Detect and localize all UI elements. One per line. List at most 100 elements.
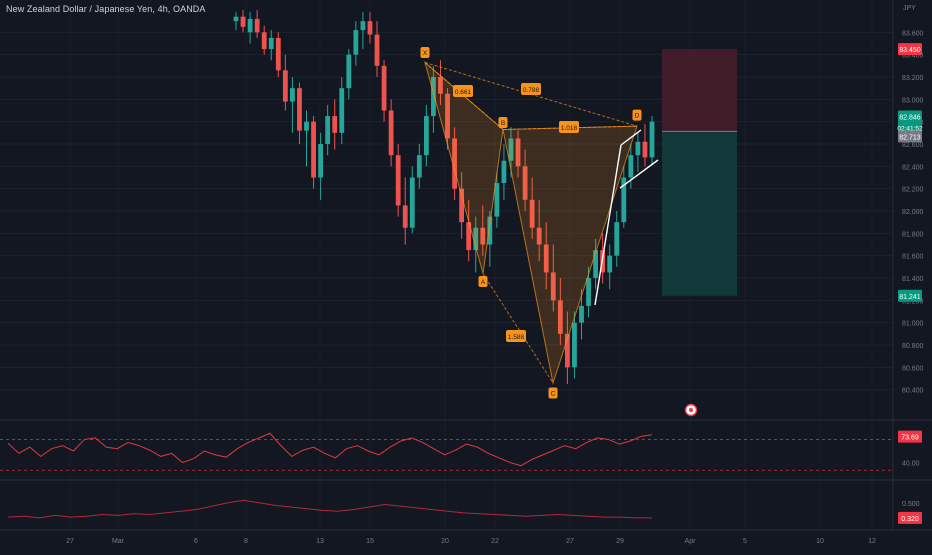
y-tick-label: 82.000 [902,209,924,216]
candle-body [593,250,598,278]
x-tick-label: 5 [743,538,747,545]
candle-body [325,116,331,144]
pattern-point-d: D [635,113,640,120]
candle-body [240,16,246,27]
y-tick-label: 81.600 [902,254,924,261]
pattern-point-x: X [423,50,428,57]
x-tick-label: 20 [441,538,449,545]
osc-tick-label: 0.500 [902,501,920,508]
rsi-line [7,432,653,467]
candle-body [416,155,422,178]
candle-body [282,70,288,102]
entry-price-label: 82.713 [899,134,921,141]
ratio-label: 0.661 [455,89,472,96]
candle-body [628,155,634,178]
candle-body [304,121,309,131]
x-tick-label: 27 [566,538,574,545]
candle-body [247,18,253,33]
currency-label: JPY [903,5,916,12]
x-tick-label: 29 [616,538,624,545]
x-tick-label: Apr [685,538,697,545]
candle-body [431,77,436,117]
candle-body [452,138,457,189]
x-tick-label: 13 [316,538,324,545]
ratio-badge [453,85,473,97]
rsi-pane [0,432,893,471]
candle-body [473,227,479,251]
entry-price-label-badge [898,130,922,143]
candle-body [649,121,655,158]
candle-body [381,65,387,111]
candle-body [466,222,472,251]
rsi-tick-label: 40.00 [902,461,920,468]
candle-body [297,88,302,131]
candle-body [586,278,591,306]
candle-body [360,21,366,31]
candle-body [579,305,584,323]
ratio-badge [559,121,579,133]
pattern-point-d-badge [632,109,642,121]
candle-body [494,183,500,217]
stop-loss-zone [662,49,737,132]
take-profit-zone [662,131,737,296]
candle-body [572,322,577,368]
y-tick-label: 82.600 [902,142,924,149]
countdown-label: 02:41:52 [897,126,923,133]
candle-body [353,30,359,55]
countdown-badge [898,122,922,133]
y-tick-label: 83.000 [902,97,924,104]
candle-body [522,166,528,200]
y-tick-label: 82.200 [902,187,924,194]
harmonic-pattern-layer[interactable]: X A B C D 0.661 0.788 1.018 1.588 [420,46,698,417]
y-tick-label: 81.800 [902,231,924,238]
candle-body [459,188,465,223]
candles-layer[interactable] [233,10,655,385]
candle-body [635,141,641,156]
y-tick-label: 80.800 [902,343,924,350]
ratio-badge [506,330,526,342]
stop-price-label-badge [898,43,922,56]
current-price-label: 82.846 [899,115,921,122]
x-tick-label: 10 [816,538,824,545]
x-tick-label: 22 [491,538,499,545]
x-tick-label: 27 [66,538,74,545]
y-tick-label: 83.400 [902,53,924,60]
candle-body [438,77,443,94]
grid-layer [0,0,932,531]
x-tick-label: 6 [194,538,198,545]
y-tick-label: 83.200 [902,75,924,82]
pattern-point-a: A [481,279,486,286]
y-tick-label: 80.400 [902,388,924,395]
candle-body [268,37,274,50]
candle-body [550,272,556,301]
y-tick-label: 81.000 [902,321,924,328]
stop-price-label: 83.450 [899,47,921,54]
candle-body [275,37,281,71]
candle-body [480,227,486,245]
candle-body [409,177,415,228]
candle-body [564,333,570,368]
candle-body [311,121,316,178]
x-tick-label: 15 [366,538,374,545]
event-marker-dot [689,408,693,412]
x-tick-label: 12 [868,538,876,545]
oscillator-pane [7,499,652,519]
osc-value-label: 0.320 [901,516,919,523]
candle-body [515,138,521,167]
candle-body [543,244,549,273]
candle-body [536,227,542,245]
candle-body [621,177,627,223]
candle-body [642,141,648,158]
pattern-point-a-badge [478,276,488,288]
y-tick-label: 81.200 [902,298,924,305]
position-zones [662,49,737,296]
candle-body [339,88,345,133]
symbol-title: New Zealand Dollar / Japanese Yen, 4h, O… [6,4,206,14]
candle-body [501,160,507,184]
osc-value-badge [898,511,922,524]
candle-body [367,21,373,35]
candle-body [445,93,450,139]
x-tick-label: Mar [112,538,125,545]
